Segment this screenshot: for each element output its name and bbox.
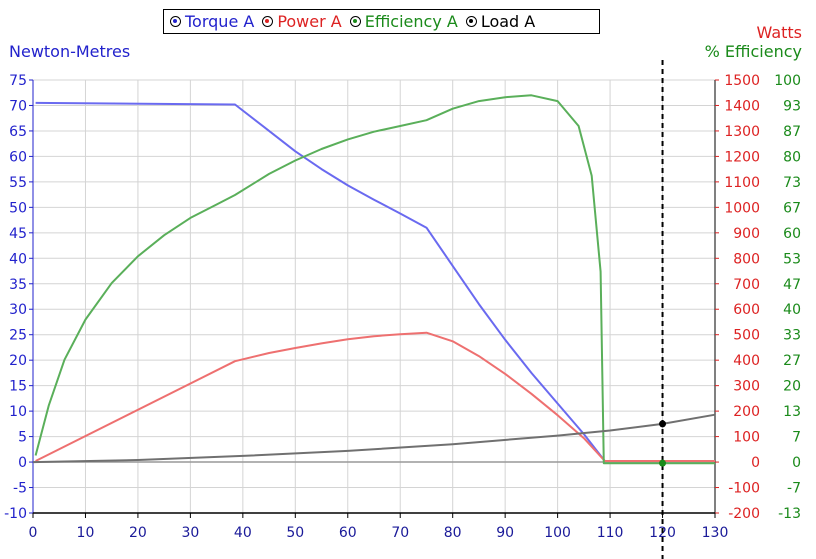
x-tick-label: 90 <box>496 525 514 541</box>
efficiency-tick-label: 60 <box>783 226 801 242</box>
watts-tick-label: 400 <box>733 353 760 369</box>
efficiency-tick-label: -13 <box>778 506 801 522</box>
watts-tick-label: 100 <box>733 430 760 446</box>
x-tick-label: 50 <box>286 525 304 541</box>
left-tick-label: 0 <box>18 455 27 471</box>
legend-label-load: Load A <box>480 12 536 31</box>
x-tick-label: 80 <box>444 525 462 541</box>
left-tick-label: 20 <box>9 353 27 369</box>
watts-tick-label: -200 <box>728 506 760 522</box>
left-tick-label: 50 <box>9 200 27 216</box>
watts-tick-label: 1100 <box>724 175 760 191</box>
efficiency-tick-label: 47 <box>783 277 801 293</box>
left-tick-label: 45 <box>9 226 27 242</box>
watts-axis-title: Watts <box>756 23 802 42</box>
efficiency-tick-label: 0 <box>792 455 801 471</box>
x-tick-label: 100 <box>544 525 571 541</box>
watts-tick-label: 800 <box>733 251 760 267</box>
left-tick-label: 65 <box>9 124 27 140</box>
watts-tick-label: 900 <box>733 226 760 242</box>
left-tick-label: -10 <box>4 506 27 522</box>
x-tick-label: 30 <box>181 525 199 541</box>
left-tick-label: 25 <box>9 328 27 344</box>
left-tick-label: 75 <box>9 73 27 89</box>
x-tick-label: 20 <box>129 525 147 541</box>
x-tick-label: 130 <box>702 525 729 541</box>
chart-legend: Torque A Power A Efficiency A Load A <box>163 9 600 34</box>
efficiency-tick-label: 53 <box>783 251 801 267</box>
watts-tick-label: 600 <box>733 302 760 318</box>
efficiency-tick-label: 100 <box>774 73 801 89</box>
series-line-efficiency-a <box>34 94 715 465</box>
watts-tick-label: 1500 <box>724 73 760 89</box>
legend-label-torque: Torque A <box>185 12 255 31</box>
legend-item-torque[interactable]: Torque A <box>170 12 254 31</box>
left-axis-title: Newton-Metres <box>9 42 131 61</box>
series-line-power-a <box>35 331 715 462</box>
efficiency-tick-label: 80 <box>783 149 801 165</box>
watts-tick-label: -100 <box>728 481 760 497</box>
left-tick-label: 40 <box>9 251 27 267</box>
efficiency-tick-label: 27 <box>783 353 801 369</box>
watts-tick-label: 700 <box>733 277 760 293</box>
left-tick-label: 30 <box>9 302 27 318</box>
efficiency-tick-label: 20 <box>783 379 801 395</box>
series-line-load-a <box>32 413 716 464</box>
efficiency-tick-label: 87 <box>783 124 801 140</box>
x-tick-label: 0 <box>29 525 38 541</box>
x-tick-label: 60 <box>339 525 357 541</box>
operating-point-load-a <box>659 420 667 428</box>
operating-point-efficiency-a <box>659 459 667 467</box>
efficiency-tick-label: -7 <box>787 481 801 497</box>
efficiency-tick-label: 67 <box>783 200 801 216</box>
efficiency-tick-label: 40 <box>783 302 801 318</box>
watts-tick-label: 0 <box>751 455 760 471</box>
watts-tick-label: 1200 <box>724 149 760 165</box>
left-tick-label: 15 <box>9 379 27 395</box>
watts-tick-label: 1300 <box>724 124 760 140</box>
x-tick-label: 10 <box>77 525 95 541</box>
legend-item-power[interactable]: Power A <box>262 12 342 31</box>
legend-label-efficiency: Efficiency A <box>364 12 458 31</box>
legend-marker-icon <box>349 16 361 27</box>
watts-tick-label: 300 <box>733 379 760 395</box>
left-tick-label: -5 <box>13 481 27 497</box>
legend-label-power: Power A <box>277 12 342 31</box>
left-tick-label: 35 <box>9 277 27 293</box>
efficiency-tick-label: 7 <box>792 430 801 446</box>
efficiency-axis-title: % Efficiency <box>704 42 802 61</box>
left-tick-label: 55 <box>9 175 27 191</box>
watts-tick-label: 1400 <box>724 98 760 114</box>
left-tick-label: 10 <box>9 404 27 420</box>
efficiency-tick-label: 13 <box>783 404 801 420</box>
series-line-torque-a <box>35 101 715 462</box>
efficiency-tick-label: 33 <box>783 328 801 344</box>
x-tick-label: 110 <box>597 525 624 541</box>
x-tick-label: 70 <box>391 525 409 541</box>
watts-tick-label: 500 <box>733 328 760 344</box>
legend-marker-icon <box>262 16 274 27</box>
efficiency-tick-label: 73 <box>783 175 801 191</box>
left-tick-label: 70 <box>9 98 27 114</box>
watts-tick-label: 200 <box>733 404 760 420</box>
legend-item-efficiency[interactable]: Efficiency A <box>349 12 458 31</box>
efficiency-tick-label: 93 <box>783 98 801 114</box>
x-tick-label: 40 <box>234 525 252 541</box>
left-tick-label: 60 <box>9 149 27 165</box>
watts-tick-label: 1000 <box>724 200 760 216</box>
legend-marker-icon <box>170 16 181 27</box>
legend-marker-icon <box>465 16 477 27</box>
legend-item-load[interactable]: Load A <box>465 12 536 31</box>
left-tick-label: 5 <box>18 430 27 446</box>
